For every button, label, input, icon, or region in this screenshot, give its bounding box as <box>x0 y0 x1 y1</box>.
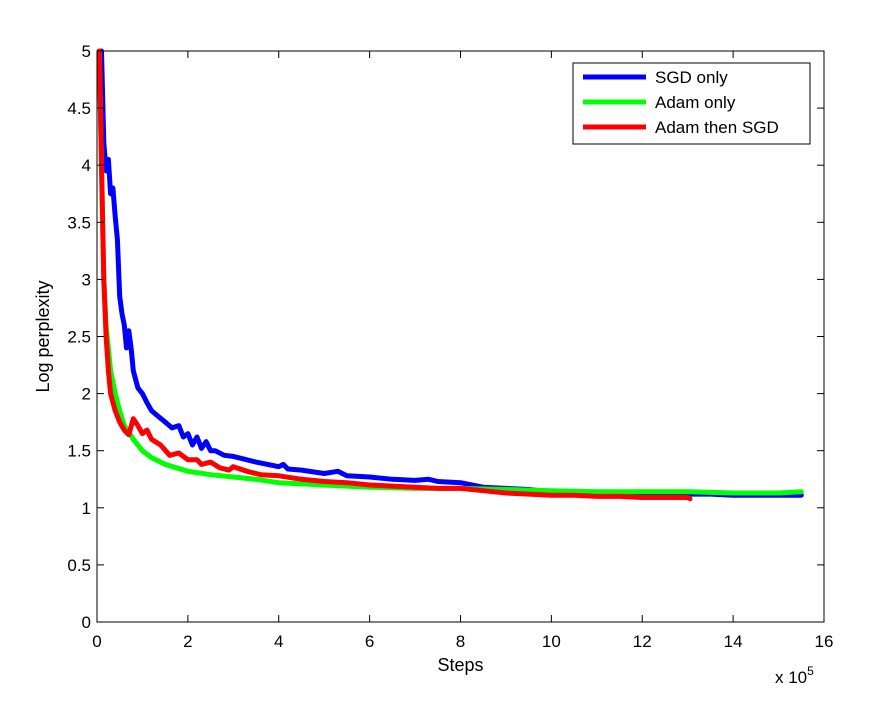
ticks-layer: 0 2 4 6 8 10 12 14 16 0 0.5 1 1.5 2 2.5 3 3.5 4 4.5 5 <box>67 42 833 651</box>
series-line-adam-then-sgd <box>96 48 693 502</box>
series-layer <box>96 48 804 502</box>
x-tick-label: 12 <box>633 632 652 651</box>
x-axis-multiplier: x 105 <box>775 664 814 687</box>
y-tick-label: 1.5 <box>67 442 91 461</box>
legend-label: SGD only <box>655 68 728 87</box>
legend-label: Adam then SGD <box>655 118 779 137</box>
x-axis-title: Steps <box>437 655 483 675</box>
legend-label: Adam only <box>655 93 736 112</box>
x-axis-multiplier-base: x 10 <box>775 668 807 687</box>
x-tick-label: 0 <box>92 632 101 651</box>
x-tick-label: 2 <box>183 632 192 651</box>
y-tick-label: 4 <box>82 156 91 175</box>
y-axis-title: Log perplexity <box>33 280 53 392</box>
x-axis-multiplier-exponent: 5 <box>807 664 814 678</box>
x-tick-label: 10 <box>542 632 561 651</box>
y-tick-label: 3.5 <box>67 213 91 232</box>
y-tick-label: 5 <box>82 42 91 61</box>
x-tick-label: 8 <box>456 632 465 651</box>
y-tick-label: 0 <box>82 613 91 632</box>
y-tick-label: 0.5 <box>67 556 91 575</box>
y-tick-label: 2.5 <box>67 328 91 347</box>
x-tick-label: 6 <box>365 632 374 651</box>
series-line-adam-only <box>96 48 804 496</box>
y-tick-label: 2 <box>82 385 91 404</box>
legend: SGD only Adam only Adam then SGD <box>572 62 811 145</box>
x-tick-label: 4 <box>274 632 283 651</box>
x-tick-label: 16 <box>815 632 834 651</box>
y-tick-label: 4.5 <box>67 99 91 118</box>
y-tick-label: 1 <box>82 499 91 518</box>
y-tick-label: 3 <box>82 270 91 289</box>
x-tick-label: 14 <box>724 632 743 651</box>
